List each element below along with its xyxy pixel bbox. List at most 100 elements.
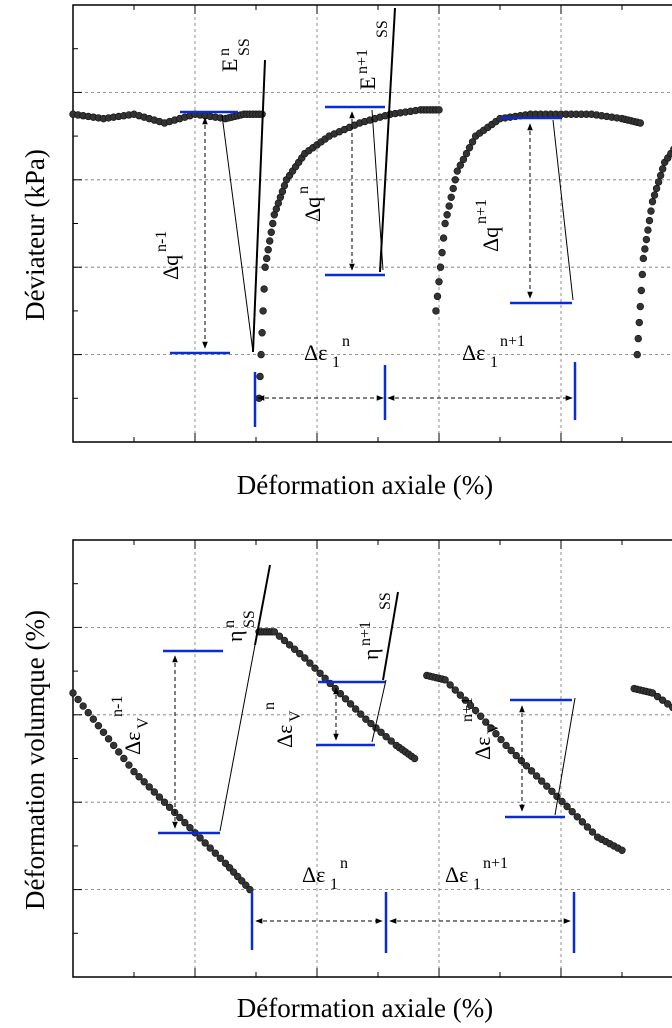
bottom-data-point [502, 741, 510, 750]
bottom-data-point [512, 751, 520, 760]
bottom-connector [371, 679, 387, 743]
bottom-data-point [492, 730, 500, 738]
bottom-data-point [176, 813, 184, 822]
bottom-data-point [563, 802, 571, 811]
label-sub: SS [236, 38, 253, 56]
bottom-data-point [206, 844, 214, 852]
top-data-point [438, 248, 446, 257]
label-base: Δε [445, 862, 468, 887]
top-data-point [635, 318, 643, 327]
bottom-annotation-dev-n1: Δε V n+1 [459, 697, 502, 760]
top-data-point [449, 184, 457, 193]
top-data-point [465, 144, 474, 152]
top-data-point [439, 234, 448, 242]
bottom-dilatancy-line-n1 [382, 591, 399, 681]
bottom-x-axis-title: Déformation axiale (%) [237, 993, 493, 1023]
label-sup: n [216, 48, 233, 56]
label-base: Δε [272, 725, 297, 748]
top-data-point [256, 372, 264, 381]
bottom-ticks [73, 540, 623, 977]
top-data-point [638, 270, 647, 279]
bottom-data-point [537, 777, 546, 785]
bottom-data-point [150, 788, 159, 796]
top-data-point [462, 149, 471, 158]
label-sup: n [295, 186, 312, 194]
top-data-point [257, 350, 265, 359]
bottom-data-point [285, 641, 294, 649]
bottom-data-point [573, 813, 581, 821]
label-base: E [355, 77, 380, 90]
label-sup: n+1 [473, 199, 490, 224]
top-data-point [656, 171, 665, 180]
top-data-point [654, 178, 663, 186]
top-data-point [658, 165, 667, 173]
bottom-data-point [382, 732, 390, 741]
bottom-data-point [653, 692, 662, 701]
top-data-point [443, 211, 451, 219]
top-data-point [456, 161, 465, 169]
bottom-data-point [377, 728, 385, 736]
top-data-point [451, 176, 459, 184]
top-x-axis-title: Déformation axiale (%) [237, 470, 493, 500]
bottom-data-point [553, 792, 561, 801]
bottom-data-point [186, 823, 194, 832]
label-sub: V [287, 710, 304, 722]
bottom-y-axis-title: Déformation volumque (%) [20, 610, 50, 910]
top-connector [371, 109, 384, 271]
top-annotation-de-n: Δε 1 n [304, 333, 350, 371]
bottom-data-point [74, 695, 82, 704]
top-data-point [639, 254, 648, 263]
bottom-annotation-dev-n: Δε V n [261, 702, 304, 748]
bottom-data-point [336, 689, 345, 698]
bottom-data-point [532, 772, 541, 780]
bottom-data-point [115, 748, 123, 756]
label-sub: SS [374, 20, 391, 38]
label-base: Δε [470, 737, 495, 760]
bottom-data-point [155, 793, 164, 801]
label-sup: n+1 [354, 49, 371, 74]
bottom-data-point [527, 767, 536, 775]
top-data-point [647, 207, 655, 215]
bottom-annotation-de-n1: Δε 1 n+1 [445, 855, 508, 893]
top-plot-frame [72, 4, 672, 443]
top-annotation-dq-n-minus: Δq n-1 [153, 231, 183, 280]
bottom-arrows [172, 655, 571, 924]
bottom-data-point [367, 719, 375, 728]
bottom-data-point [497, 735, 505, 744]
label-sup: n+1 [500, 333, 525, 350]
top-annotation-dq-n: Δq n [295, 186, 325, 222]
bottom-data-point [89, 715, 98, 723]
label-sub: 1 [473, 876, 481, 893]
bottom-data-point [306, 659, 314, 667]
bottom-data-point [664, 700, 672, 708]
top-data-point [468, 138, 477, 146]
bottom-data-point [69, 689, 77, 697]
top-data-point [262, 254, 271, 263]
top-data-point [258, 329, 266, 337]
bottom-data-point [311, 664, 319, 672]
label-base: Δε [302, 862, 325, 887]
top-connector [552, 119, 574, 301]
bottom-data-point [79, 702, 87, 710]
label-base: Δq [300, 197, 325, 222]
top-chart: E n SS E n+1 SS Δq n-1 Δq n [20, 4, 672, 500]
bottom-data-point [246, 885, 254, 894]
label-base: Δε [120, 732, 145, 755]
bottom-annotation-dev-n-minus: Δε V n-1 [109, 696, 152, 755]
label-base: Δε [462, 340, 485, 365]
bottom-data-point [456, 691, 465, 699]
bottom-data-point [84, 708, 92, 717]
top-stiffness-line-n [252, 59, 266, 353]
bottom-chart: η n SS η n+1 SS Δε V n-1 Δε V n [20, 539, 672, 1023]
bottom-data-point [316, 669, 324, 677]
top-data-point [259, 307, 267, 315]
bottom-data-point [476, 712, 485, 720]
top-data-point [642, 235, 651, 244]
label-sup: n+1 [357, 621, 374, 646]
bottom-connector [554, 697, 576, 816]
bottom-blue-markers [158, 649, 576, 953]
bottom-data-point [451, 686, 459, 694]
label-sup: n [340, 855, 348, 872]
bottom-data-point [290, 645, 299, 653]
bottom-data-point [658, 696, 667, 704]
